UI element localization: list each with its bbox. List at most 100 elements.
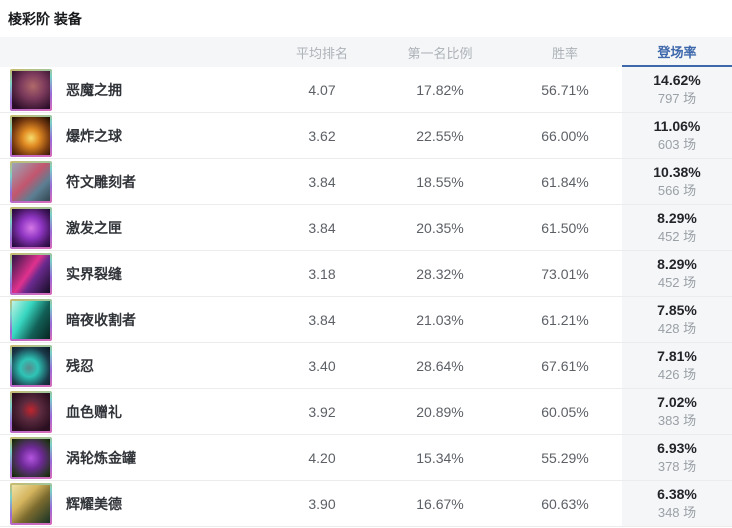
games-count: 566 场 bbox=[657, 182, 697, 198]
table-row[interactable]: 辉耀美德 3.90 16.67% 60.63% 6.38% 348 场 bbox=[0, 481, 732, 527]
table-row[interactable]: 实界裂缝 3.18 28.32% 73.01% 8.29% 452 场 bbox=[0, 251, 732, 297]
pick-rate-value: 6.93% bbox=[657, 440, 697, 457]
pick-rate-value: 8.29% bbox=[657, 256, 697, 273]
table-row[interactable]: 涡轮炼金罐 4.20 15.34% 55.29% 6.93% 378 场 bbox=[0, 435, 732, 481]
avg-rank-value: 3.84 bbox=[308, 219, 336, 236]
top1-rate-value: 20.89% bbox=[416, 403, 464, 420]
column-header-top1-rate[interactable]: 第一名比例 bbox=[407, 45, 473, 61]
pick-rate-value: 7.85% bbox=[657, 302, 697, 319]
item-cell: 残忍 bbox=[0, 343, 272, 388]
table-row[interactable]: 符文雕刻者 3.84 18.55% 61.84% 10.38% 566 场 bbox=[0, 159, 732, 205]
pick-rate-value: 7.81% bbox=[657, 348, 697, 365]
win-rate-value: 67.61% bbox=[541, 357, 589, 374]
item-cell: 辉耀美德 bbox=[0, 481, 272, 526]
item-icon bbox=[12, 392, 50, 431]
item-icon-frame bbox=[10, 68, 52, 111]
top1-rate-value: 22.55% bbox=[416, 127, 464, 144]
games-count: 603 场 bbox=[657, 136, 697, 152]
item-icon bbox=[12, 484, 50, 523]
item-name: 残忍 bbox=[66, 357, 94, 374]
item-cell: 激发之匣 bbox=[0, 205, 272, 250]
item-name: 爆炸之球 bbox=[66, 127, 122, 144]
item-icon bbox=[12, 254, 50, 293]
item-icon bbox=[12, 346, 50, 385]
item-name: 辉耀美德 bbox=[66, 495, 122, 512]
table-row[interactable]: 爆炸之球 3.62 22.55% 66.00% 11.06% 603 场 bbox=[0, 113, 732, 159]
pick-rate-value: 11.06% bbox=[653, 118, 701, 135]
table-header-row: 平均排名 第一名比例 胜率 登场率 bbox=[0, 37, 732, 67]
win-rate-value: 61.50% bbox=[541, 219, 589, 236]
pick-rate-cell: 10.38% 566 场 bbox=[622, 159, 732, 204]
avg-rank-value: 4.20 bbox=[308, 449, 336, 466]
item-icon bbox=[12, 438, 50, 477]
item-icon-frame bbox=[10, 344, 52, 387]
table-body: 恶魔之拥 4.07 17.82% 56.71% 14.62% 797 场 爆炸之… bbox=[0, 67, 732, 527]
pick-rate-value: 8.29% bbox=[657, 210, 697, 227]
avg-rank-value: 3.92 bbox=[308, 403, 336, 420]
item-icon-frame bbox=[10, 206, 52, 249]
win-rate-value: 61.21% bbox=[541, 311, 589, 328]
item-icon-frame bbox=[10, 160, 52, 203]
item-cell: 暗夜收割者 bbox=[0, 297, 272, 342]
item-name: 实界裂缝 bbox=[66, 265, 122, 282]
item-name: 激发之匣 bbox=[66, 219, 122, 236]
top1-rate-value: 28.64% bbox=[416, 357, 464, 374]
games-count: 348 场 bbox=[657, 504, 697, 520]
item-icon-frame bbox=[10, 390, 52, 433]
item-name: 涡轮炼金罐 bbox=[66, 449, 136, 466]
table-row[interactable]: 残忍 3.40 28.64% 67.61% 7.81% 426 场 bbox=[0, 343, 732, 389]
avg-rank-value: 4.07 bbox=[308, 81, 336, 98]
item-name: 恶魔之拥 bbox=[66, 81, 122, 98]
pick-rate-cell: 7.85% 428 场 bbox=[622, 297, 732, 342]
equipment-stats-table: 平均排名 第一名比例 胜率 登场率 恶魔之拥 4.07 17.82% 56.71… bbox=[0, 37, 732, 527]
item-name: 暗夜收割者 bbox=[66, 311, 136, 328]
win-rate-value: 55.29% bbox=[541, 449, 589, 466]
top1-rate-value: 17.82% bbox=[416, 81, 464, 98]
pick-rate-cell: 7.81% 426 场 bbox=[622, 343, 732, 388]
item-icon-frame bbox=[10, 436, 52, 479]
win-rate-value: 60.63% bbox=[541, 495, 589, 512]
table-row[interactable]: 激发之匣 3.84 20.35% 61.50% 8.29% 452 场 bbox=[0, 205, 732, 251]
item-icon bbox=[12, 162, 50, 201]
item-icon bbox=[12, 116, 50, 155]
win-rate-value: 73.01% bbox=[541, 265, 589, 282]
item-icon bbox=[12, 208, 50, 247]
item-cell: 血色赠礼 bbox=[0, 389, 272, 434]
pick-rate-cell: 14.62% 797 场 bbox=[622, 67, 732, 112]
column-header-avg-rank[interactable]: 平均排名 bbox=[295, 45, 348, 61]
avg-rank-value: 3.90 bbox=[308, 495, 336, 512]
pick-rate-value: 6.38% bbox=[657, 486, 697, 503]
table-row[interactable]: 暗夜收割者 3.84 21.03% 61.21% 7.85% 428 场 bbox=[0, 297, 732, 343]
item-name: 符文雕刻者 bbox=[66, 173, 136, 190]
top1-rate-value: 21.03% bbox=[416, 311, 464, 328]
pick-rate-value: 10.38% bbox=[653, 164, 701, 181]
pick-rate-cell: 11.06% 603 场 bbox=[622, 113, 732, 158]
pick-rate-value: 7.02% bbox=[657, 394, 697, 411]
item-name: 血色赠礼 bbox=[66, 403, 122, 420]
item-icon bbox=[12, 70, 50, 109]
column-header-item bbox=[0, 37, 272, 67]
top1-rate-value: 18.55% bbox=[416, 173, 464, 190]
top1-rate-value: 28.32% bbox=[416, 265, 464, 282]
win-rate-value: 60.05% bbox=[541, 403, 589, 420]
games-count: 426 场 bbox=[657, 366, 697, 382]
item-icon-frame bbox=[10, 114, 52, 157]
table-row[interactable]: 血色赠礼 3.92 20.89% 60.05% 7.02% 383 场 bbox=[0, 389, 732, 435]
item-cell: 符文雕刻者 bbox=[0, 159, 272, 204]
pick-rate-value: 14.62% bbox=[653, 72, 701, 89]
top1-rate-value: 16.67% bbox=[416, 495, 464, 512]
top1-rate-value: 15.34% bbox=[416, 449, 464, 466]
item-cell: 实界裂缝 bbox=[0, 251, 272, 296]
column-header-pick-rate[interactable]: 登场率 bbox=[622, 37, 732, 67]
table-row[interactable]: 恶魔之拥 4.07 17.82% 56.71% 14.62% 797 场 bbox=[0, 67, 732, 113]
avg-rank-value: 3.84 bbox=[308, 173, 336, 190]
avg-rank-value: 3.18 bbox=[308, 265, 336, 282]
avg-rank-value: 3.84 bbox=[308, 311, 336, 328]
item-icon-frame bbox=[10, 252, 52, 295]
pick-rate-cell: 7.02% 383 场 bbox=[622, 389, 732, 434]
column-header-win-rate[interactable]: 胜率 bbox=[551, 45, 578, 61]
item-icon-frame bbox=[10, 298, 52, 341]
games-count: 452 场 bbox=[657, 274, 697, 290]
games-count: 452 场 bbox=[657, 228, 697, 244]
win-rate-value: 61.84% bbox=[541, 173, 589, 190]
